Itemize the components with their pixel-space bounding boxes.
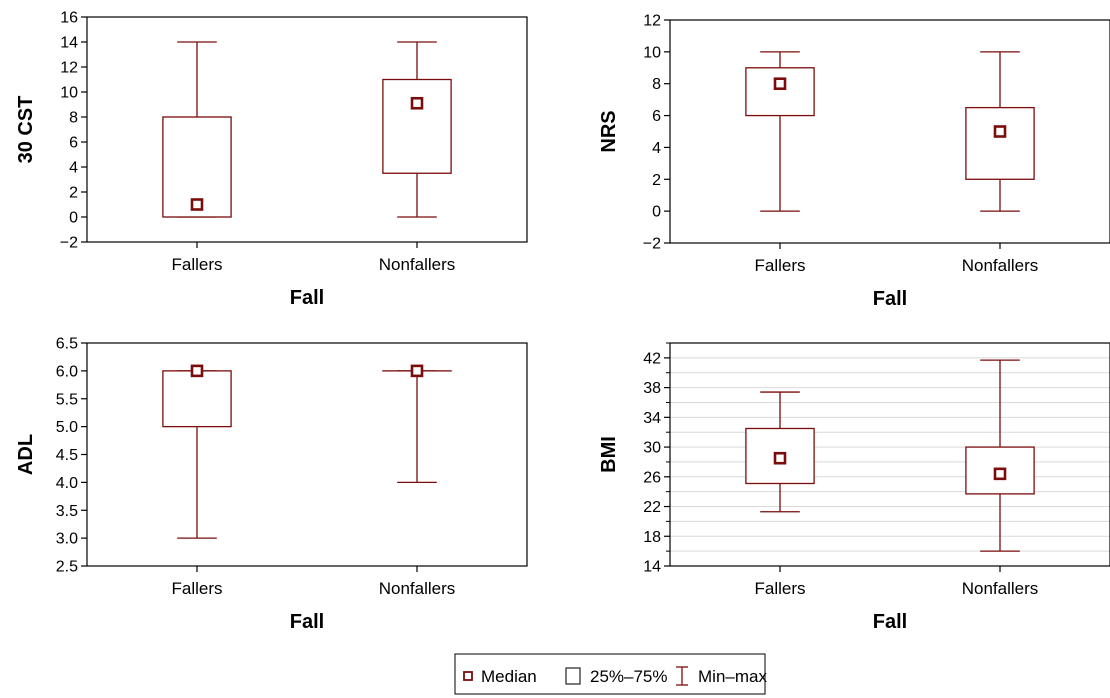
x-tick-label: Nonfallers <box>962 579 1039 598</box>
x-axis-title: Fall <box>873 611 907 633</box>
x-axis-title: Fall <box>873 288 907 310</box>
box-nonfallers <box>382 41 452 218</box>
y-tick-label: 38 <box>643 380 661 397</box>
median-marker <box>773 77 787 91</box>
box-nonfallers <box>965 51 1035 212</box>
x-tick-label: Fallers <box>171 579 222 598</box>
legend-frame <box>454 653 766 695</box>
box-fallers <box>162 41 232 218</box>
y-tick-label: 3.5 <box>56 503 78 520</box>
legend: Median 25%–75% Min–max <box>454 653 767 695</box>
y-tick-label: 18 <box>643 529 661 546</box>
legend-label: Min–max <box>698 667 767 686</box>
box-nonfallers <box>382 364 452 484</box>
x-tick-label: Nonfallers <box>379 579 456 598</box>
y-tick-label: 8 <box>652 76 661 93</box>
chart-panel-nrs: 12 10 8 6 4 2 0 −2 Fallers Nonfallers Fall NRS <box>598 13 1110 310</box>
box-fallers <box>745 391 815 513</box>
y-axis-title: 30 CST <box>15 96 37 164</box>
legend-label: 25%–75% <box>590 667 668 686</box>
y-tick-label: −2 <box>643 236 661 253</box>
iqr-box <box>382 78 452 174</box>
y-tick-label: 3.0 <box>56 531 78 548</box>
y-tick-label: 5.0 <box>56 419 78 436</box>
y-tick-label: 14 <box>643 559 661 576</box>
x-tick-label: Fallers <box>171 255 222 274</box>
legend-label: Median <box>481 667 537 686</box>
plot-frame <box>86 16 528 243</box>
y-tick-label: 4.0 <box>56 475 78 492</box>
iqr-box <box>162 370 232 428</box>
x-tick-label: Fallers <box>754 256 805 275</box>
y-tick-label: −2 <box>60 235 78 252</box>
y-axis-title: BMI <box>598 436 620 473</box>
y-tick-label: 12 <box>643 13 661 30</box>
median-marker <box>190 364 204 378</box>
y-tick-label: 0 <box>652 204 661 221</box>
chart-panel-30-cst: 16 14 12 10 8 6 4 2 0 −2 Fallers Nonfallers Fall 30 C… <box>15 10 528 309</box>
y-tick-label: 10 <box>643 44 661 61</box>
y-tick-label: 6.5 <box>56 336 78 353</box>
y-tick-label: 16 <box>60 10 78 27</box>
median-marker <box>993 125 1007 138</box>
y-tick-label: 26 <box>643 469 661 486</box>
y-tick-label: 2.5 <box>56 559 78 576</box>
y-tick-label: 8 <box>69 110 78 127</box>
y-tick-label: 6 <box>652 108 661 125</box>
median-marker <box>993 467 1007 481</box>
median-marker <box>410 96 424 110</box>
plot-frame <box>669 342 1110 567</box>
y-tick-label: 42 <box>643 350 661 367</box>
legend-item-median: Median <box>463 667 537 686</box>
y-axis-title: ADL <box>15 434 37 475</box>
box-fallers <box>162 364 232 539</box>
y-tick-label: 4.5 <box>56 447 78 464</box>
legend-item-box: 25%–75% <box>565 667 668 686</box>
y-tick-label: 4 <box>69 160 78 177</box>
median-marker <box>190 198 204 211</box>
y-tick-label: 12 <box>60 60 78 77</box>
y-tick-label: 5.5 <box>56 391 78 408</box>
y-tick-label: 6 <box>69 135 78 152</box>
y-tick-label: 14 <box>60 35 78 52</box>
iqr-box <box>965 106 1035 180</box>
y-tick-label: 4 <box>652 140 661 157</box>
y-tick-label: 2 <box>652 172 661 189</box>
plot-frame <box>669 19 1110 244</box>
iqr-box <box>745 67 815 117</box>
x-axis-title: Fall <box>290 287 324 309</box>
legend-item-whisker: Min–max <box>676 666 767 686</box>
x-axis-title: Fall <box>290 611 324 633</box>
plot-frame <box>86 342 528 567</box>
y-tick-label: 34 <box>643 410 661 427</box>
median-marker <box>410 364 424 378</box>
y-tick-label: 6.0 <box>56 363 78 380</box>
x-tick-label: Nonfallers <box>379 255 456 274</box>
chart-panel-bmi: 42 38 34 30 26 22 18 14 Fallers Nonfallers Fall BMI <box>598 342 1110 633</box>
chart-panel-adl: 6.5 6.0 5.5 5.0 4.5 4.0 3.5 3.0 2.5 Fallers Nonfal… <box>15 336 528 633</box>
x-tick-label: Fallers <box>754 579 805 598</box>
legend-box-symbol <box>565 667 581 685</box>
box-fallers <box>745 51 815 212</box>
y-axis-title: NRS <box>598 110 620 152</box>
y-tick-label: 22 <box>643 499 661 516</box>
legend-median-symbol <box>463 671 473 681</box>
x-tick-label: Nonfallers <box>962 256 1039 275</box>
y-tick-label: 2 <box>69 185 78 202</box>
y-tick-label: 30 <box>643 440 661 457</box>
box-nonfallers <box>965 359 1035 552</box>
median-marker <box>773 451 787 465</box>
y-tick-label: 0 <box>69 210 78 227</box>
y-tick-label: 10 <box>60 85 78 102</box>
